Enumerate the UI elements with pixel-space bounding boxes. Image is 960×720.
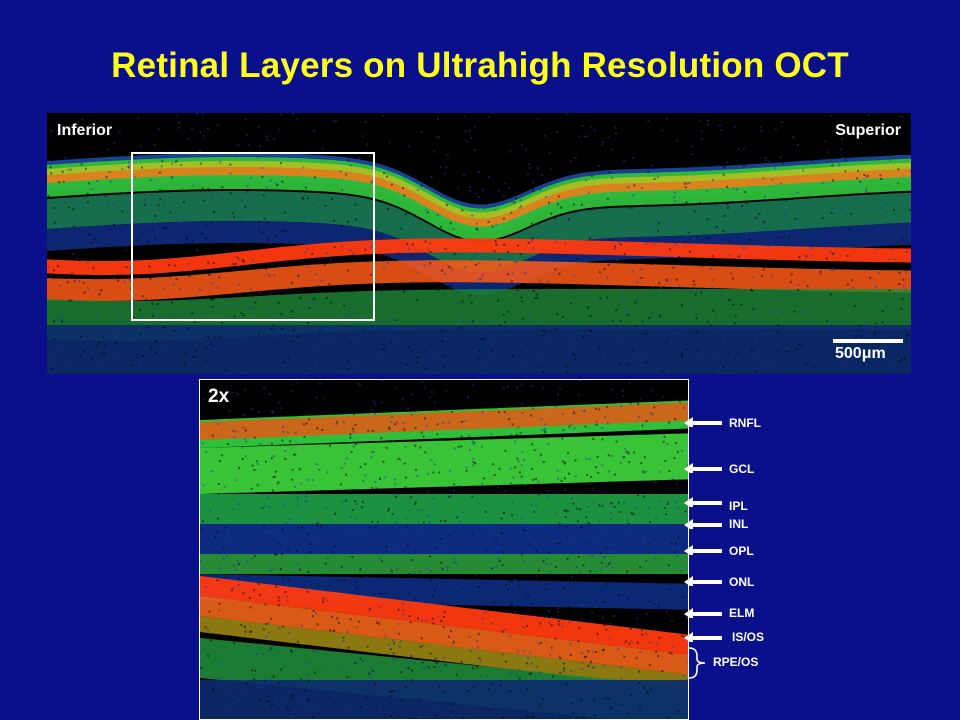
layer-label-rpe-os: RPE/OS (713, 655, 759, 669)
oct-scan-zoomed: 2x (199, 379, 689, 720)
layer-label-inl: INL (729, 517, 749, 531)
scale-bar (833, 339, 903, 343)
arrow-left-icon (684, 608, 722, 618)
superior-label: Superior (835, 122, 901, 139)
layer-label-opl: OPL (729, 544, 754, 558)
layer-label-ipl: IPL (729, 499, 748, 513)
arrow-left-icon (684, 632, 722, 642)
scale-bar-label: 500μm (835, 345, 886, 362)
inferior-label: Inferior (57, 122, 113, 139)
layer-label-isos: IS/OS (732, 630, 765, 644)
arrow-left-icon (684, 497, 722, 507)
arrow-left-icon (684, 576, 722, 586)
magnification-label: 2x (208, 386, 230, 407)
oct-scan-full: Inferior Superior (47, 113, 911, 374)
arrow-left-icon (684, 545, 722, 555)
layer-label-rnfl: RNFL (729, 416, 761, 430)
arrow-left-icon (684, 519, 722, 529)
layer-label-gcl: GCL (729, 462, 755, 476)
layer-label-elm: ELM (729, 606, 755, 620)
zoom-region-box (131, 152, 375, 321)
slide-title: Retinal Layers on Ultrahigh Resolution O… (111, 46, 849, 85)
arrow-left-icon (684, 417, 722, 427)
arrow-left-icon (684, 463, 722, 473)
oct-scan-zoomed-image (200, 380, 688, 719)
brace-icon (688, 647, 706, 679)
oct-scan-full-image (47, 113, 911, 374)
layer-label-onl: ONL (729, 575, 755, 589)
